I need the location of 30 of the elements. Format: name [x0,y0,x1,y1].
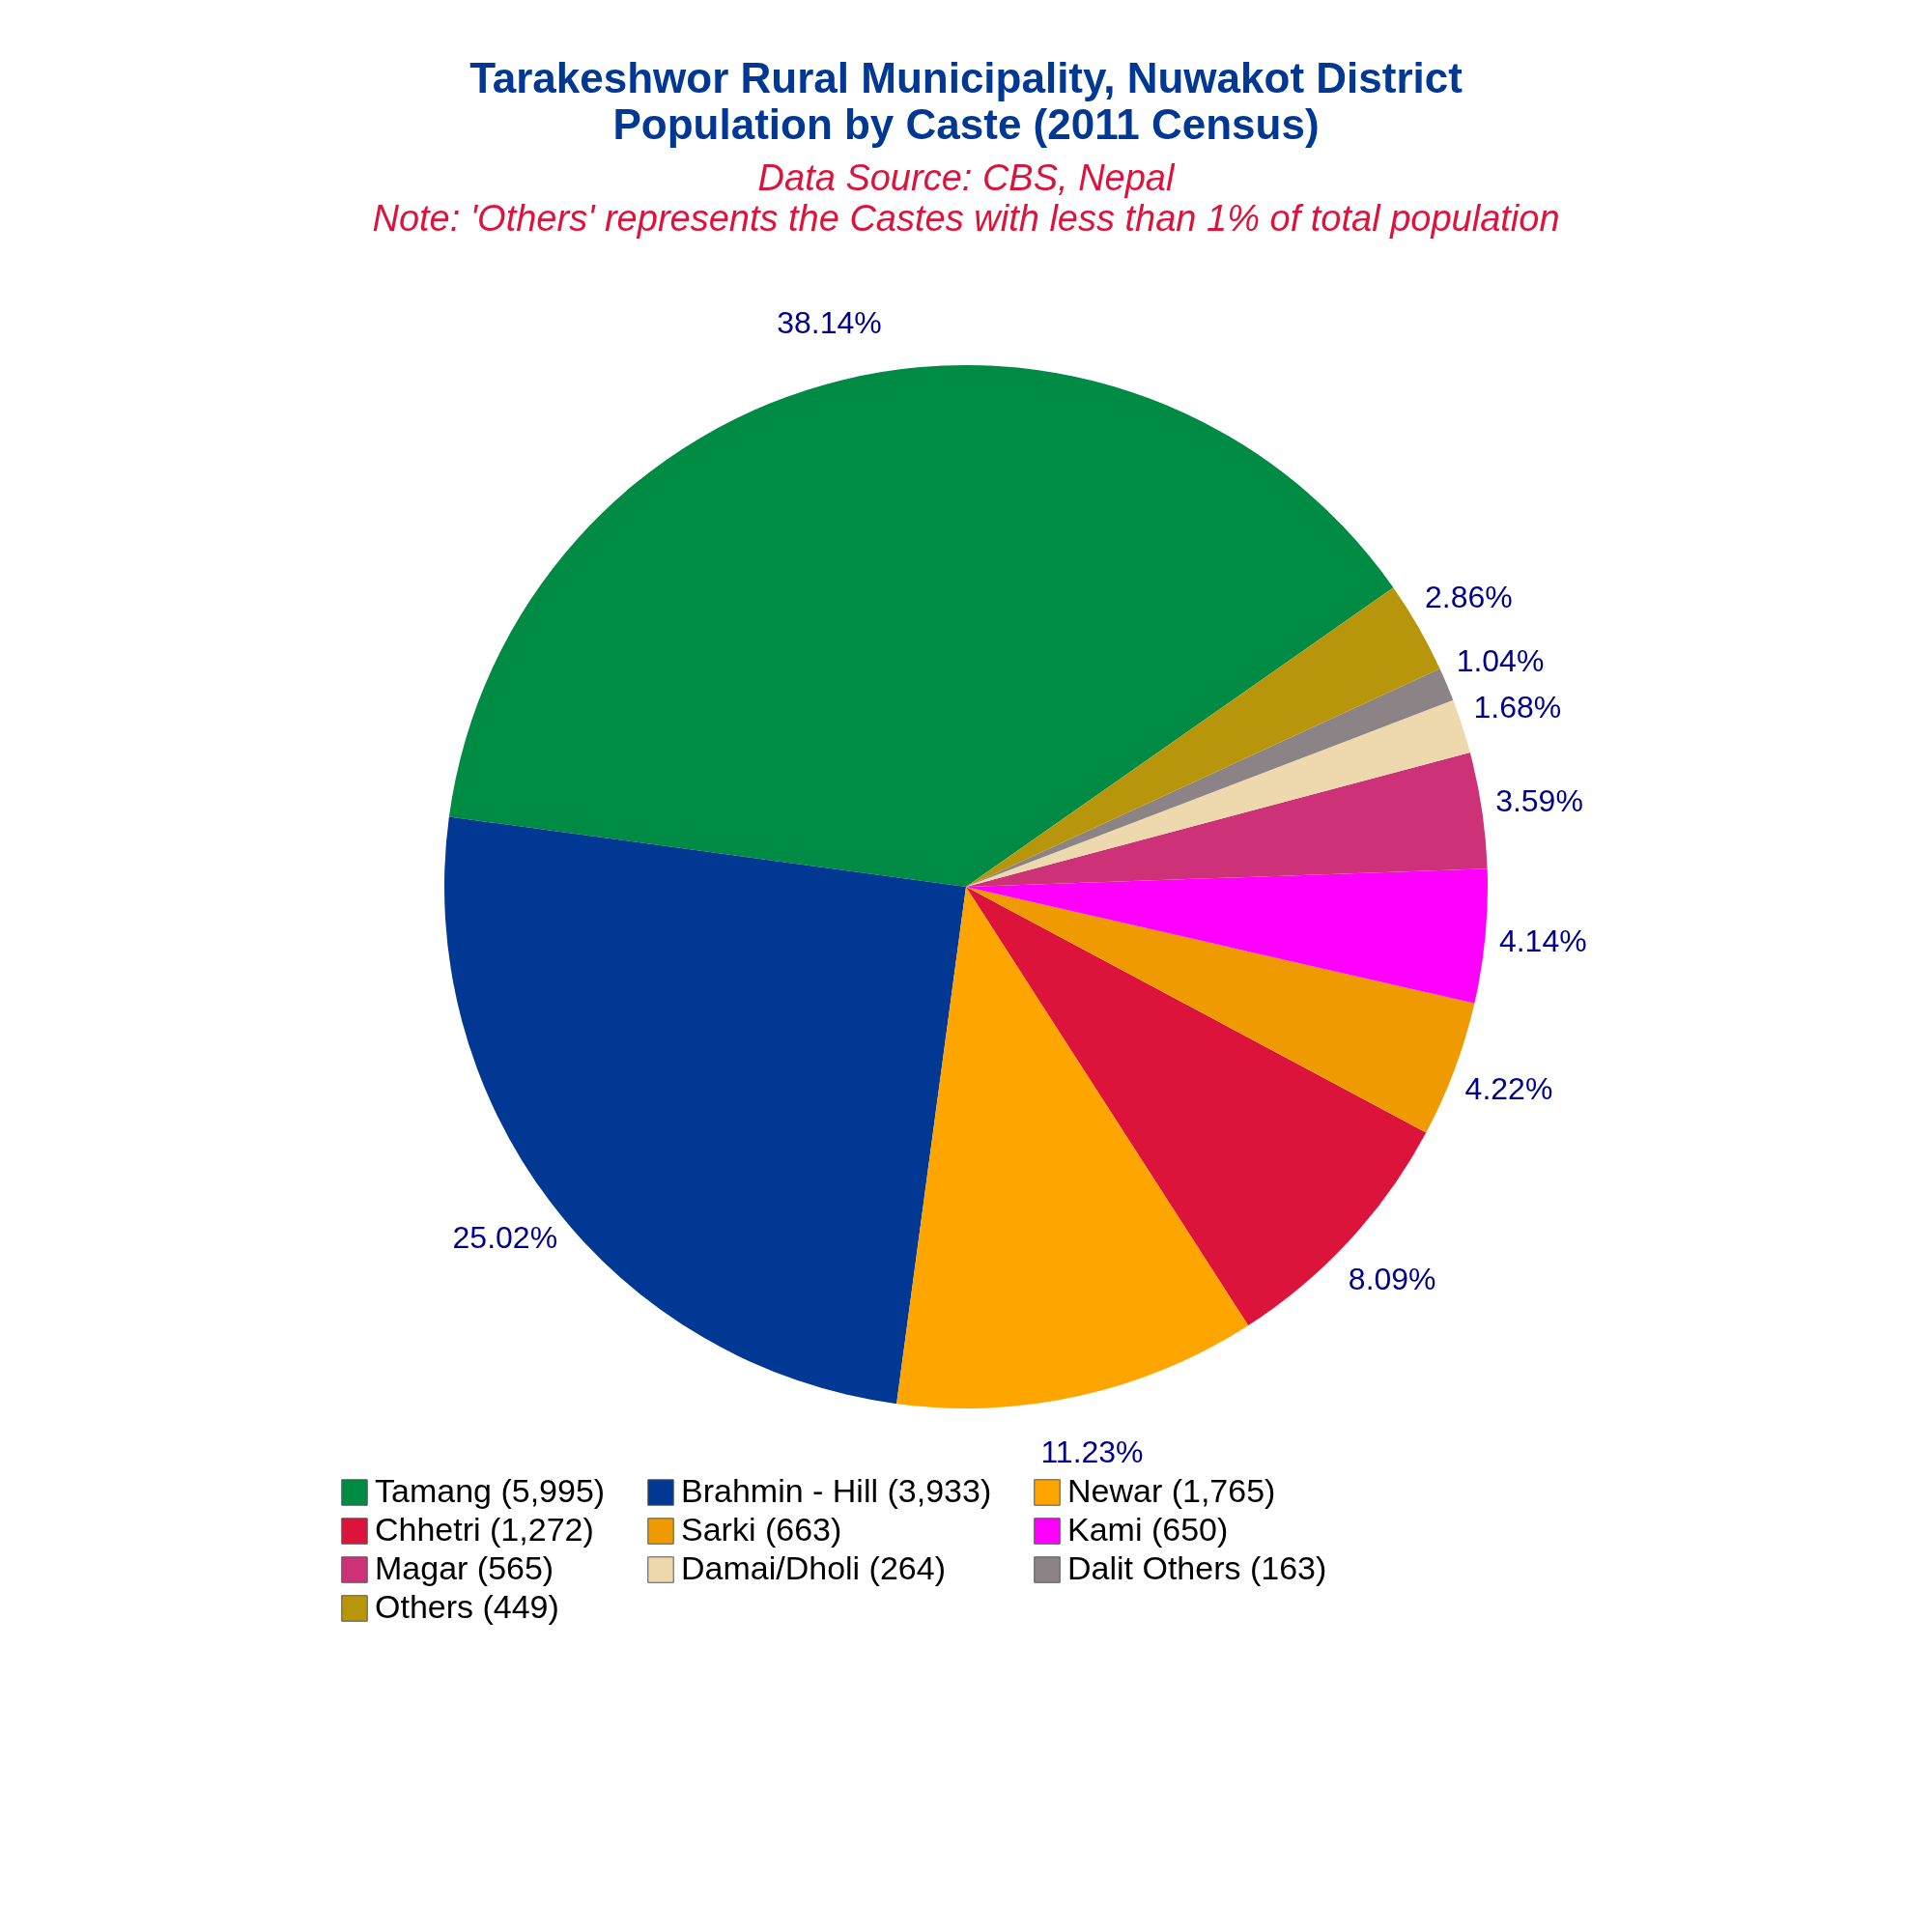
pie-slice [966,868,1488,1004]
pie-slice [444,816,966,1405]
pie-slice [966,753,1488,887]
pie-slice [966,699,1470,887]
chart-title: Tarakeshwor Rural Municipality, Nuwakot District Population by Caste (2011 Census) [469,53,1463,148]
legend-label: Others (449) [375,1588,559,1625]
legend-label: Brahmin - Hill (3,933) [681,1472,992,1509]
legend-label: Chhetri (1,272) [375,1511,594,1548]
pie-slice [966,668,1454,887]
data-label: 3.59% [1495,782,1583,818]
legend-label: Tamang (5,995) [375,1472,606,1509]
pie-slice [896,887,1249,1408]
data-label: 11.23% [1040,1434,1144,1469]
data-label: 1.04% [1456,643,1545,679]
legend-label: Kami (650) [1067,1511,1229,1548]
pie-slice [448,365,1394,887]
data-label: 4.22% [1464,1071,1553,1107]
legend-label: Damai/Dholi (264) [681,1549,946,1586]
chart-subtitle: Data Source: CBS, Nepal [757,156,1176,198]
data-label: 25.02% [452,1219,558,1255]
text: Note: 'Others' represents the Castes with less than 1% of total population [372,197,1560,239]
data-label: 8.09% [1348,1261,1436,1296]
legend-label: Newar (1,765) [1067,1472,1276,1509]
legend-label: Dalit Others (163) [1067,1549,1327,1586]
data-label: 1.68% [1473,690,1562,725]
legend-label: Sarki (663) [681,1511,842,1548]
data-label: 2.86% [1425,580,1513,615]
data-label: 38.14% [777,304,882,340]
data-label: 4.14% [1498,923,1587,959]
legend-label: Magar (565) [375,1549,554,1586]
